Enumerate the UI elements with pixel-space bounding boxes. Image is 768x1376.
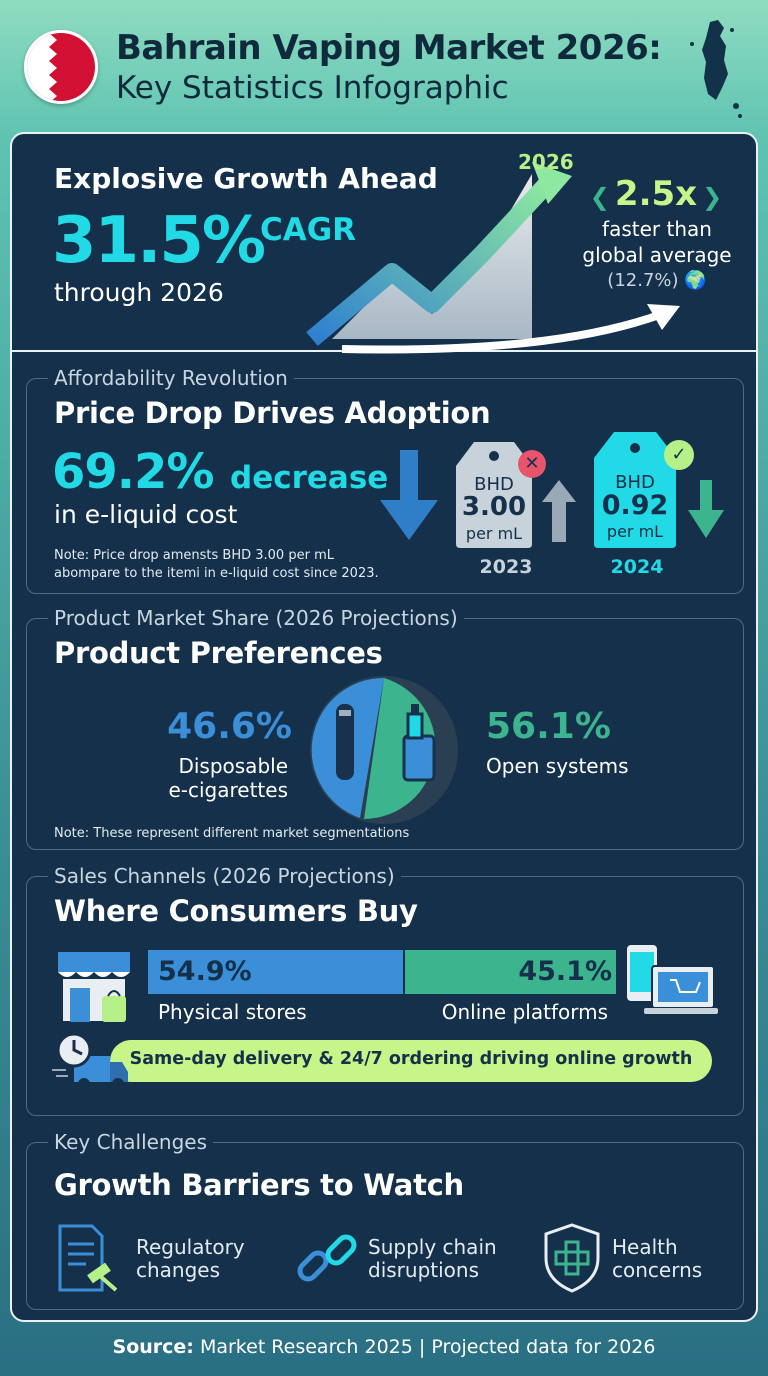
- channels-title: Where Consumers Buy: [54, 894, 418, 928]
- arrow-up-icon: [542, 480, 576, 542]
- open-label: Open systems: [486, 754, 629, 778]
- challenge-health-line2: concerns: [612, 1258, 703, 1282]
- delivery-banner: Same-day delivery & 24/7 ordering drivin…: [110, 1040, 712, 1082]
- decrease-value: 69.2%: [52, 444, 215, 500]
- growth-year-label: 2026: [518, 150, 574, 174]
- multiplier-desc-line2: global average: [582, 243, 732, 267]
- cagr-value: 31.5%: [52, 204, 266, 278]
- challenges-title: Growth Barriers to Watch: [54, 1168, 464, 1202]
- price-card: [26, 378, 744, 594]
- arrow-down-icon: [380, 450, 438, 540]
- challenges-card: [26, 1142, 744, 1310]
- price-tag-2023: BHD 3.00 per mL: [454, 432, 534, 550]
- disposable-label-line2: e-cigarettes: [168, 778, 288, 802]
- page-subtitle: Key Statistics Infographic: [116, 70, 509, 106]
- price-tag-shape: [594, 432, 676, 548]
- growth-section: Explosive Growth Ahead 31.5% CAGR throug…: [12, 134, 756, 354]
- open-value: 56.1%: [486, 706, 611, 747]
- price-note-line2: abompare to the itemi in e-liquid cost s…: [54, 566, 379, 581]
- tag-new-currency: BHD: [615, 472, 655, 493]
- price-tag-shape: [456, 442, 532, 548]
- cagr-through: through 2026: [54, 278, 224, 307]
- regulatory-gavel-icon: [58, 1224, 118, 1292]
- physical-label: Physical stores: [158, 1000, 307, 1024]
- challenge-health: Health concerns: [612, 1236, 702, 1282]
- tag-old-price: 3.00: [461, 492, 527, 522]
- tag-old-year: 2023: [479, 556, 533, 578]
- page-title: Bahrain Vaping Market 2026:: [116, 28, 662, 68]
- disposable-label-line1: Disposable: [178, 754, 288, 778]
- box-mod-icon: [402, 704, 436, 782]
- price-title: Price Drop Drives Adoption: [54, 396, 491, 430]
- challenge-regulatory-line2: changes: [136, 1258, 221, 1282]
- footer-source: Source: Market Research 2025 | Projected…: [0, 1336, 768, 1358]
- products-title: Product Preferences: [54, 636, 383, 670]
- products-note: Note: These represent different market s…: [54, 826, 410, 841]
- health-shield-icon: [544, 1223, 600, 1293]
- multiplier-desc-line1: faster than: [602, 217, 712, 241]
- multiplier-desc: faster than global average (12.7%) 🌍: [572, 216, 742, 294]
- online-value: 45.1%: [518, 956, 612, 987]
- price-note-line1: Note: Price drop amensts BHD 3.00 per mL: [54, 548, 334, 563]
- disposable-vape-icon: [336, 704, 354, 780]
- disposable-value: 46.6%: [167, 706, 292, 747]
- challenge-supply: Supply chain disruptions: [368, 1236, 497, 1282]
- globe-icon: 🌍: [684, 270, 707, 291]
- tag-old-currency: BHD: [474, 474, 514, 495]
- market-share-pie: [310, 676, 458, 824]
- bar-physical-stores: [148, 950, 403, 994]
- tag-old-unit: per mL: [465, 524, 523, 543]
- online-devices-icon: [625, 943, 718, 1014]
- products-kicker: Product Market Share (2026 Projections): [48, 606, 464, 630]
- global-rate: (12.7%): [607, 270, 679, 291]
- decrease-label: decrease: [230, 460, 389, 496]
- tag-new-unit: per mL: [606, 522, 664, 541]
- online-label: Online platforms: [441, 1000, 608, 1024]
- physical-value: 54.9%: [158, 956, 252, 987]
- delivery-truck-icon: [52, 1032, 128, 1090]
- chevron-right-icon: ❯: [702, 183, 723, 211]
- arrow-down-small-icon: [688, 480, 724, 538]
- channel-share-bar: 54.9% 45.1%: [148, 950, 616, 994]
- infographic-panel: Explosive Growth Ahead 31.5% CAGR throug…: [10, 132, 758, 1322]
- multiplier-block: ❮ 2.5x ❯: [578, 174, 734, 214]
- multiplier-value: 2.5x: [614, 174, 698, 214]
- bahrain-map-icon: [690, 20, 742, 118]
- cagr-label: CAGR: [260, 212, 357, 248]
- source-label: Source:: [112, 1336, 194, 1358]
- bahrain-flag: [24, 30, 98, 104]
- price-tag-2024: BHD 0.92 per mL: [592, 424, 678, 550]
- store-icon: [58, 952, 130, 1023]
- chevron-left-icon: ❮: [589, 183, 610, 211]
- challenges-kicker: Key Challenges: [48, 1130, 214, 1154]
- growth-chart-arrow: [306, 162, 680, 354]
- channels-kicker: Sales Channels (2026 Projections): [48, 864, 401, 888]
- check-icon: ✓: [664, 440, 694, 470]
- broken-chain-icon: [297, 1234, 357, 1282]
- source-text: Market Research 2025 | Projected data fo…: [199, 1336, 656, 1358]
- growth-title: Explosive Growth Ahead: [54, 162, 438, 195]
- cross-icon: ✕: [518, 450, 546, 478]
- disposable-label: Disposable e-cigarettes: [142, 754, 288, 802]
- delivery-text: Same-day delivery & 24/7 ordering drivin…: [129, 1049, 693, 1069]
- price-kicker: Affordability Revolution: [48, 366, 294, 390]
- challenge-regulatory: Regulatory changes: [136, 1236, 245, 1282]
- challenge-supply-line2: disruptions: [368, 1258, 479, 1282]
- tag-new-price: 0.92: [601, 490, 669, 521]
- challenge-health-line1: Health: [612, 1235, 678, 1259]
- bar-online-platforms: [405, 950, 616, 994]
- tag-new-year: 2024: [610, 556, 664, 578]
- challenge-regulatory-line1: Regulatory: [136, 1235, 245, 1259]
- decrease-desc: in e-liquid cost: [54, 500, 238, 529]
- challenge-supply-line1: Supply chain: [368, 1235, 497, 1259]
